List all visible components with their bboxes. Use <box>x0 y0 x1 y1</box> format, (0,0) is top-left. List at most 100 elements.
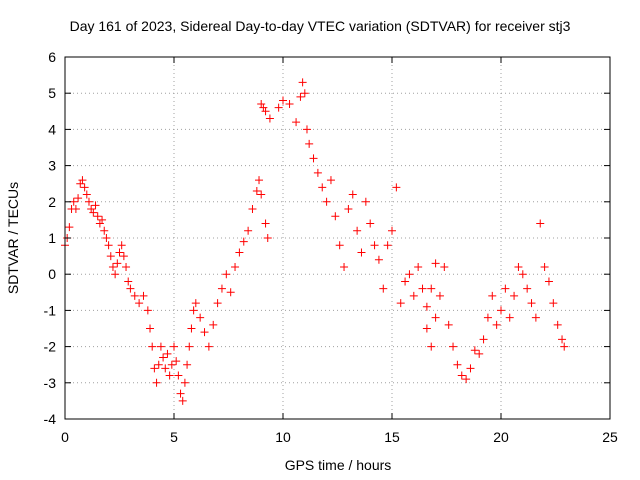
data-point <box>104 241 113 250</box>
data-point <box>196 313 205 322</box>
x-tick-label: 15 <box>384 429 400 445</box>
data-point <box>379 284 388 293</box>
data-point <box>298 78 307 87</box>
data-point <box>91 201 100 210</box>
data-point <box>213 299 222 308</box>
y-tick-label: 2 <box>48 194 56 210</box>
data-point <box>257 190 266 199</box>
data-point <box>154 360 163 369</box>
x-tick-label: 5 <box>170 429 178 445</box>
x-axis-label: GPS time / hours <box>285 457 392 473</box>
data-point <box>353 226 362 235</box>
data-points <box>61 78 569 405</box>
data-point <box>93 212 102 221</box>
data-point <box>318 183 327 192</box>
data-point <box>135 299 144 308</box>
data-point <box>252 186 261 195</box>
data-point <box>263 234 272 242</box>
data-point <box>553 320 562 329</box>
data-point <box>100 226 109 235</box>
data-point <box>279 96 287 105</box>
data-point <box>152 378 161 387</box>
data-point <box>361 197 370 206</box>
data-point <box>117 241 126 250</box>
data-point <box>130 291 139 300</box>
data-point <box>370 241 379 250</box>
chart-title: Day 161 of 2023, Sidereal Day-to-day VTE… <box>70 18 571 34</box>
data-point <box>558 335 567 344</box>
data-point <box>422 324 431 333</box>
x-tick-label: 10 <box>275 429 291 445</box>
data-point <box>150 364 159 373</box>
data-point <box>170 342 178 351</box>
data-point <box>143 306 152 315</box>
data-point <box>440 262 449 271</box>
data-point <box>274 103 283 112</box>
data-point <box>366 219 375 228</box>
y-tick-label: -2 <box>44 339 57 355</box>
data-point <box>348 190 357 199</box>
data-point <box>427 342 436 351</box>
data-point <box>540 262 549 271</box>
data-point <box>488 291 497 300</box>
data-point <box>462 375 471 384</box>
data-point <box>178 396 187 405</box>
x-tick-label: 25 <box>602 429 618 445</box>
data-point <box>435 291 444 300</box>
data-point <box>89 208 98 217</box>
y-tick-label: -3 <box>44 375 57 391</box>
data-point <box>80 183 89 192</box>
data-point <box>122 262 131 271</box>
data-point <box>161 364 170 373</box>
data-point <box>414 262 423 271</box>
data-point <box>326 176 335 185</box>
data-point <box>255 176 264 185</box>
data-point <box>418 284 427 293</box>
data-point <box>222 270 231 279</box>
data-point <box>163 349 172 358</box>
data-point <box>174 371 183 380</box>
data-point <box>165 371 174 380</box>
data-point <box>185 342 194 351</box>
data-point <box>183 360 192 369</box>
data-point <box>335 241 344 250</box>
data-point <box>396 299 405 308</box>
data-point <box>261 107 270 116</box>
data-point <box>200 328 209 337</box>
data-point <box>497 306 505 315</box>
data-point <box>244 226 253 235</box>
data-point <box>261 219 270 228</box>
data-point <box>139 291 148 300</box>
y-tick-label: 3 <box>48 158 56 174</box>
data-point <box>78 176 87 185</box>
data-point <box>231 262 240 271</box>
data-point <box>98 215 107 224</box>
data-point <box>102 234 111 242</box>
data-point <box>187 324 196 333</box>
data-point <box>296 92 305 101</box>
data-point <box>475 349 484 358</box>
data-point <box>305 139 314 148</box>
data-point <box>518 270 527 279</box>
data-point <box>422 302 431 311</box>
y-axis: -4 -3 -2 -1 0 1 2 3 4 5 6 <box>44 49 610 427</box>
data-point <box>560 342 569 351</box>
x-tick-label: 0 <box>61 429 69 445</box>
y-tick-label: 1 <box>48 230 56 246</box>
data-point <box>74 194 83 203</box>
data-point <box>172 357 181 366</box>
data-point <box>409 291 418 300</box>
data-point <box>479 335 488 344</box>
data-point <box>189 306 198 315</box>
data-point <box>167 360 176 369</box>
data-point <box>71 205 80 214</box>
data-point <box>483 313 492 322</box>
data-point <box>217 284 226 293</box>
data-point <box>331 212 340 221</box>
data-point <box>431 259 440 268</box>
data-point <box>374 255 383 264</box>
data-point <box>444 320 453 329</box>
data-point <box>115 248 124 257</box>
data-point <box>405 270 414 279</box>
